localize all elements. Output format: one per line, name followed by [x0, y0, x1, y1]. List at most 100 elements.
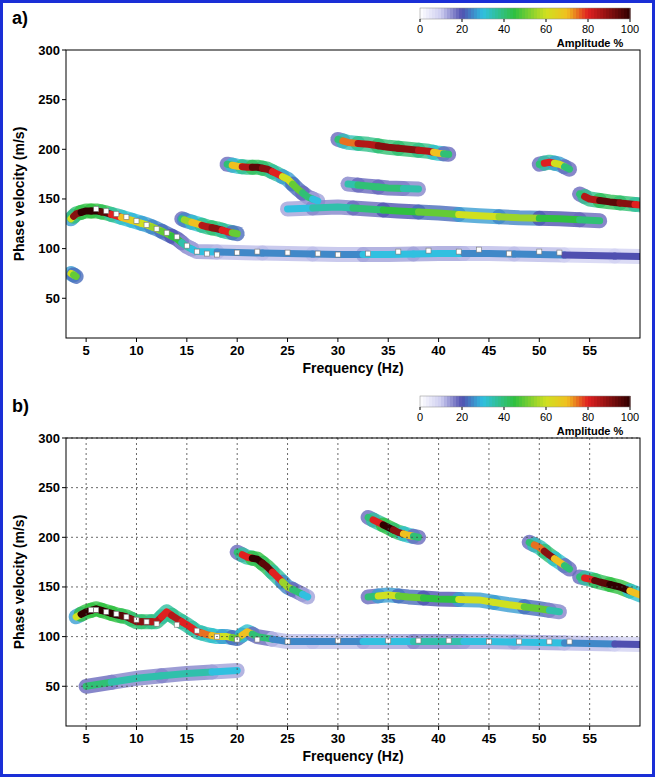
y-axis: 50100150200250300Phase velocity (m/s)	[11, 431, 66, 694]
picked-point	[144, 222, 149, 227]
grid-line	[66, 537, 640, 538]
picked-point	[315, 251, 320, 256]
ridge-halo	[615, 637, 640, 653]
x-tick	[186, 726, 187, 730]
x-tick-label: 50	[532, 343, 546, 358]
ridge-core	[424, 598, 459, 600]
picked-point	[144, 619, 149, 624]
ridge-core	[635, 201, 640, 209]
ridge-core	[313, 199, 318, 201]
plot-frame	[66, 50, 640, 338]
y-tick	[62, 438, 66, 439]
ridge-core	[615, 253, 640, 261]
plot-frame	[66, 438, 640, 726]
ridge-cores	[76, 517, 640, 686]
colorbar-tick	[630, 19, 631, 22]
ridge-halo	[580, 220, 600, 221]
x-tick-label: 40	[431, 343, 445, 358]
ridge-halo	[499, 217, 539, 219]
ridge-halos	[76, 517, 640, 686]
ridge-core	[86, 682, 111, 686]
ridge-core	[459, 214, 499, 216]
ridge-halo	[635, 197, 640, 213]
y-axis-title: Phase velocity (m/s)	[11, 127, 27, 262]
colorbar-frame	[420, 8, 630, 19]
y-tick	[62, 99, 66, 100]
ridge-halo	[413, 246, 463, 262]
colorbar-tick	[588, 407, 589, 410]
ridge-halo	[494, 602, 524, 606]
picked-point	[154, 226, 159, 231]
x-tick	[237, 338, 238, 342]
ridge-core	[565, 255, 615, 256]
ridge-halo	[424, 598, 459, 600]
y-tick	[62, 686, 66, 687]
y-tick	[62, 537, 66, 538]
colorbar-tick-label: 40	[498, 411, 510, 423]
picked-point	[517, 639, 522, 644]
picked-point	[204, 251, 209, 256]
ridge-halo	[313, 247, 363, 263]
ridge-cores	[71, 139, 640, 276]
colorbar-label: Amplitude %	[557, 425, 624, 437]
colorbar-tick-label: 20	[456, 411, 468, 423]
colorbar-tick-label: 60	[540, 411, 552, 423]
picked-point	[215, 252, 220, 257]
y-tick-label: 250	[38, 92, 60, 107]
x-tick	[438, 338, 439, 342]
y-tick	[62, 487, 66, 488]
picked-point	[94, 607, 99, 612]
x-axis-title: Frequency (Hz)	[302, 360, 403, 376]
picked-point	[194, 249, 199, 254]
colorbar-tick-label: 0	[417, 411, 423, 423]
colorbar-tick	[462, 19, 463, 22]
picked-point	[184, 243, 189, 248]
ridge-core	[313, 251, 363, 259]
picked-point	[124, 214, 129, 219]
y-tick	[62, 198, 66, 199]
ridge-core	[494, 602, 524, 606]
y-tick-label: 50	[46, 291, 60, 306]
ridge-halo	[539, 218, 579, 220]
x-tick-label: 45	[482, 731, 496, 746]
ridge-halo	[272, 639, 312, 642]
grid-line	[86, 438, 87, 726]
ridge-core	[288, 208, 313, 209]
ridge-core	[212, 670, 237, 672]
ridge-halo	[464, 246, 514, 262]
picked-point	[476, 247, 481, 252]
y-tick	[62, 586, 66, 587]
ridge-core	[419, 212, 459, 215]
y-tick-label: 100	[38, 241, 60, 256]
colorbar-frame	[420, 396, 630, 407]
picked-point	[567, 639, 572, 644]
ridge-halo	[444, 146, 449, 162]
ridge-core	[232, 233, 237, 234]
x-tick	[589, 338, 590, 342]
ridge-halo	[419, 212, 459, 215]
colorbar-tick-label: 80	[582, 23, 594, 35]
x-tick	[539, 338, 540, 342]
ridge-core	[444, 150, 449, 158]
ridge-halo	[232, 233, 237, 234]
grid-line	[237, 438, 238, 726]
picked-point	[285, 250, 290, 255]
picked-points	[89, 607, 572, 644]
ridge-halo	[615, 249, 640, 265]
picked-point	[194, 628, 199, 633]
ridge-halo	[313, 207, 353, 208]
ridge-halo	[212, 670, 237, 672]
colorbar-tick-label: 0	[417, 23, 423, 35]
x-tick-label: 20	[230, 343, 244, 358]
x-tick	[237, 726, 238, 730]
picked-point	[114, 211, 119, 216]
picked-point	[89, 607, 94, 612]
ridge-core	[580, 220, 600, 221]
y-tick-label: 200	[38, 530, 60, 545]
picked-point	[174, 234, 179, 239]
x-tick	[438, 726, 439, 730]
x-tick-label: 55	[582, 343, 596, 358]
x-tick-label: 20	[230, 731, 244, 746]
y-tick	[62, 298, 66, 299]
colorbar-label: Amplitude %	[557, 37, 624, 49]
